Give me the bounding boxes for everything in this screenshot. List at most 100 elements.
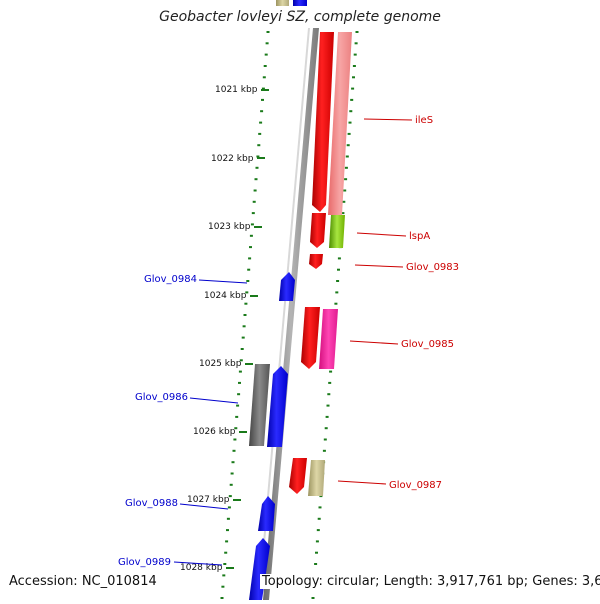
ileS-leader-line bbox=[363, 118, 413, 121]
glov-0985-leader-line bbox=[349, 340, 399, 345]
glov-0989-cds[interactable] bbox=[249, 538, 270, 600]
minor-tick bbox=[223, 563, 227, 565]
glov-0984-leader-line bbox=[198, 279, 248, 284]
minor-tick bbox=[263, 65, 267, 67]
glov-0987-cds[interactable] bbox=[289, 458, 307, 494]
minor-tick bbox=[231, 461, 235, 464]
minor-tick bbox=[251, 212, 255, 215]
minor-tick bbox=[345, 155, 349, 158]
glov-0988-cds[interactable] bbox=[258, 496, 275, 531]
minor-tick bbox=[230, 472, 234, 475]
minor-tick bbox=[322, 449, 326, 452]
minor-tick bbox=[326, 404, 330, 407]
minor-tick bbox=[255, 166, 259, 169]
minor-tick bbox=[344, 178, 348, 181]
minor-tick bbox=[336, 280, 340, 282]
accession-text: Accession: NC_010814 bbox=[9, 574, 157, 589]
genome-backbone bbox=[263, 28, 319, 600]
glov-0983-cds[interactable] bbox=[309, 254, 323, 269]
minor-tick bbox=[232, 449, 236, 452]
minor-tick bbox=[236, 404, 240, 407]
glov-0987-label[interactable]: Glov_0987 bbox=[389, 480, 442, 491]
genome-backbone-inner-edge bbox=[258, 28, 310, 600]
minor-tick bbox=[342, 200, 346, 203]
minor-tick bbox=[337, 257, 341, 260]
minor-tick bbox=[266, 31, 270, 33]
minor-tick bbox=[238, 370, 242, 373]
minor-tick bbox=[249, 246, 252, 249]
minor-tick bbox=[260, 110, 264, 113]
minor-tick bbox=[224, 551, 228, 554]
minor-tick bbox=[254, 178, 258, 181]
kbp-scale: 1021 kbp 1022 kbp 1023 kbp 1024 kbp 1025… bbox=[180, 85, 269, 573]
glov-0989-leader-line bbox=[173, 561, 223, 566]
glov-0989-label[interactable]: Glov_0989 bbox=[118, 557, 171, 568]
glov-0986-leader-line bbox=[189, 397, 239, 404]
kbp-label-1028: 1028 kbp bbox=[180, 563, 223, 573]
minor-tick bbox=[350, 98, 354, 101]
minor-tick bbox=[324, 427, 328, 430]
glov-0984-cds[interactable] bbox=[279, 272, 295, 301]
minor-tick bbox=[221, 585, 225, 588]
minor-tick bbox=[316, 529, 320, 532]
minor-tick bbox=[222, 574, 226, 577]
minor-tick bbox=[347, 132, 351, 135]
minor-tick bbox=[244, 302, 248, 305]
minor-tick bbox=[259, 121, 263, 124]
minor-tick bbox=[226, 517, 230, 520]
glov-0986-cog-feature bbox=[249, 364, 270, 446]
glov-0986-label[interactable]: Glov_0986 bbox=[135, 392, 188, 403]
kbp-label-1021: 1021 kbp bbox=[215, 85, 258, 95]
minor-tick bbox=[250, 223, 254, 226]
kbp-label-1024: 1024 kbp bbox=[204, 291, 247, 301]
genome-title: Geobacter lovleyi SZ, complete genome bbox=[159, 9, 441, 25]
minor-tick bbox=[315, 540, 319, 543]
minor-tick bbox=[328, 381, 332, 384]
minor-tick bbox=[225, 540, 229, 543]
minor-tick bbox=[335, 291, 339, 294]
glov-0986-cds[interactable] bbox=[267, 366, 288, 447]
kbp-label-1022: 1022 kbp bbox=[211, 154, 254, 164]
kbp-label-1025: 1025 kbp bbox=[199, 359, 242, 369]
minor-tick bbox=[240, 348, 244, 350]
minor-tick bbox=[235, 415, 239, 418]
glov-0985-label[interactable]: Glov_0985 bbox=[401, 339, 454, 350]
minor-tick bbox=[253, 189, 257, 192]
minor-tick bbox=[329, 370, 333, 373]
minor-tick bbox=[262, 76, 266, 79]
kbp-label-1023: 1023 kbp bbox=[208, 222, 251, 232]
minor-tick bbox=[220, 597, 224, 599]
glov-0988-label[interactable]: Glov_0988 bbox=[125, 498, 178, 509]
glov-0985-cds[interactable] bbox=[301, 307, 320, 369]
ileS-cds[interactable] bbox=[312, 32, 334, 212]
topology-text: Topology: circular; Length: 3,917,761 bp… bbox=[260, 574, 600, 589]
minor-tick bbox=[318, 506, 322, 509]
lspA-cds[interactable] bbox=[310, 213, 326, 248]
minor-tick bbox=[353, 53, 357, 56]
minor-tick bbox=[264, 53, 268, 56]
minor-tick bbox=[226, 529, 229, 532]
minor-tick bbox=[256, 155, 260, 158]
minor-tick bbox=[237, 393, 241, 396]
minor-tick bbox=[241, 336, 245, 339]
minor-tick bbox=[229, 483, 233, 486]
minor-tick bbox=[234, 427, 238, 430]
minor-tick bbox=[354, 42, 358, 45]
minor-tick bbox=[341, 212, 345, 215]
ileS-label[interactable]: ileS bbox=[415, 115, 433, 126]
lspA-label[interactable]: lspA bbox=[409, 231, 430, 242]
glov-0985-cog-feature bbox=[319, 309, 338, 369]
minor-tick bbox=[311, 597, 315, 599]
minor-tick bbox=[317, 517, 321, 520]
minor-tick bbox=[247, 268, 251, 271]
minor-tick bbox=[243, 314, 247, 316]
glov-0984-label[interactable]: Glov_0984 bbox=[144, 274, 197, 285]
glov-0987-leader-line bbox=[337, 480, 387, 485]
glov-0983-label[interactable]: Glov_0983 bbox=[406, 262, 459, 273]
outer-tick-ring-left bbox=[220, 31, 270, 599]
minor-tick bbox=[257, 144, 261, 147]
lspA-cog-feature bbox=[329, 215, 345, 248]
minor-tick bbox=[265, 42, 269, 45]
